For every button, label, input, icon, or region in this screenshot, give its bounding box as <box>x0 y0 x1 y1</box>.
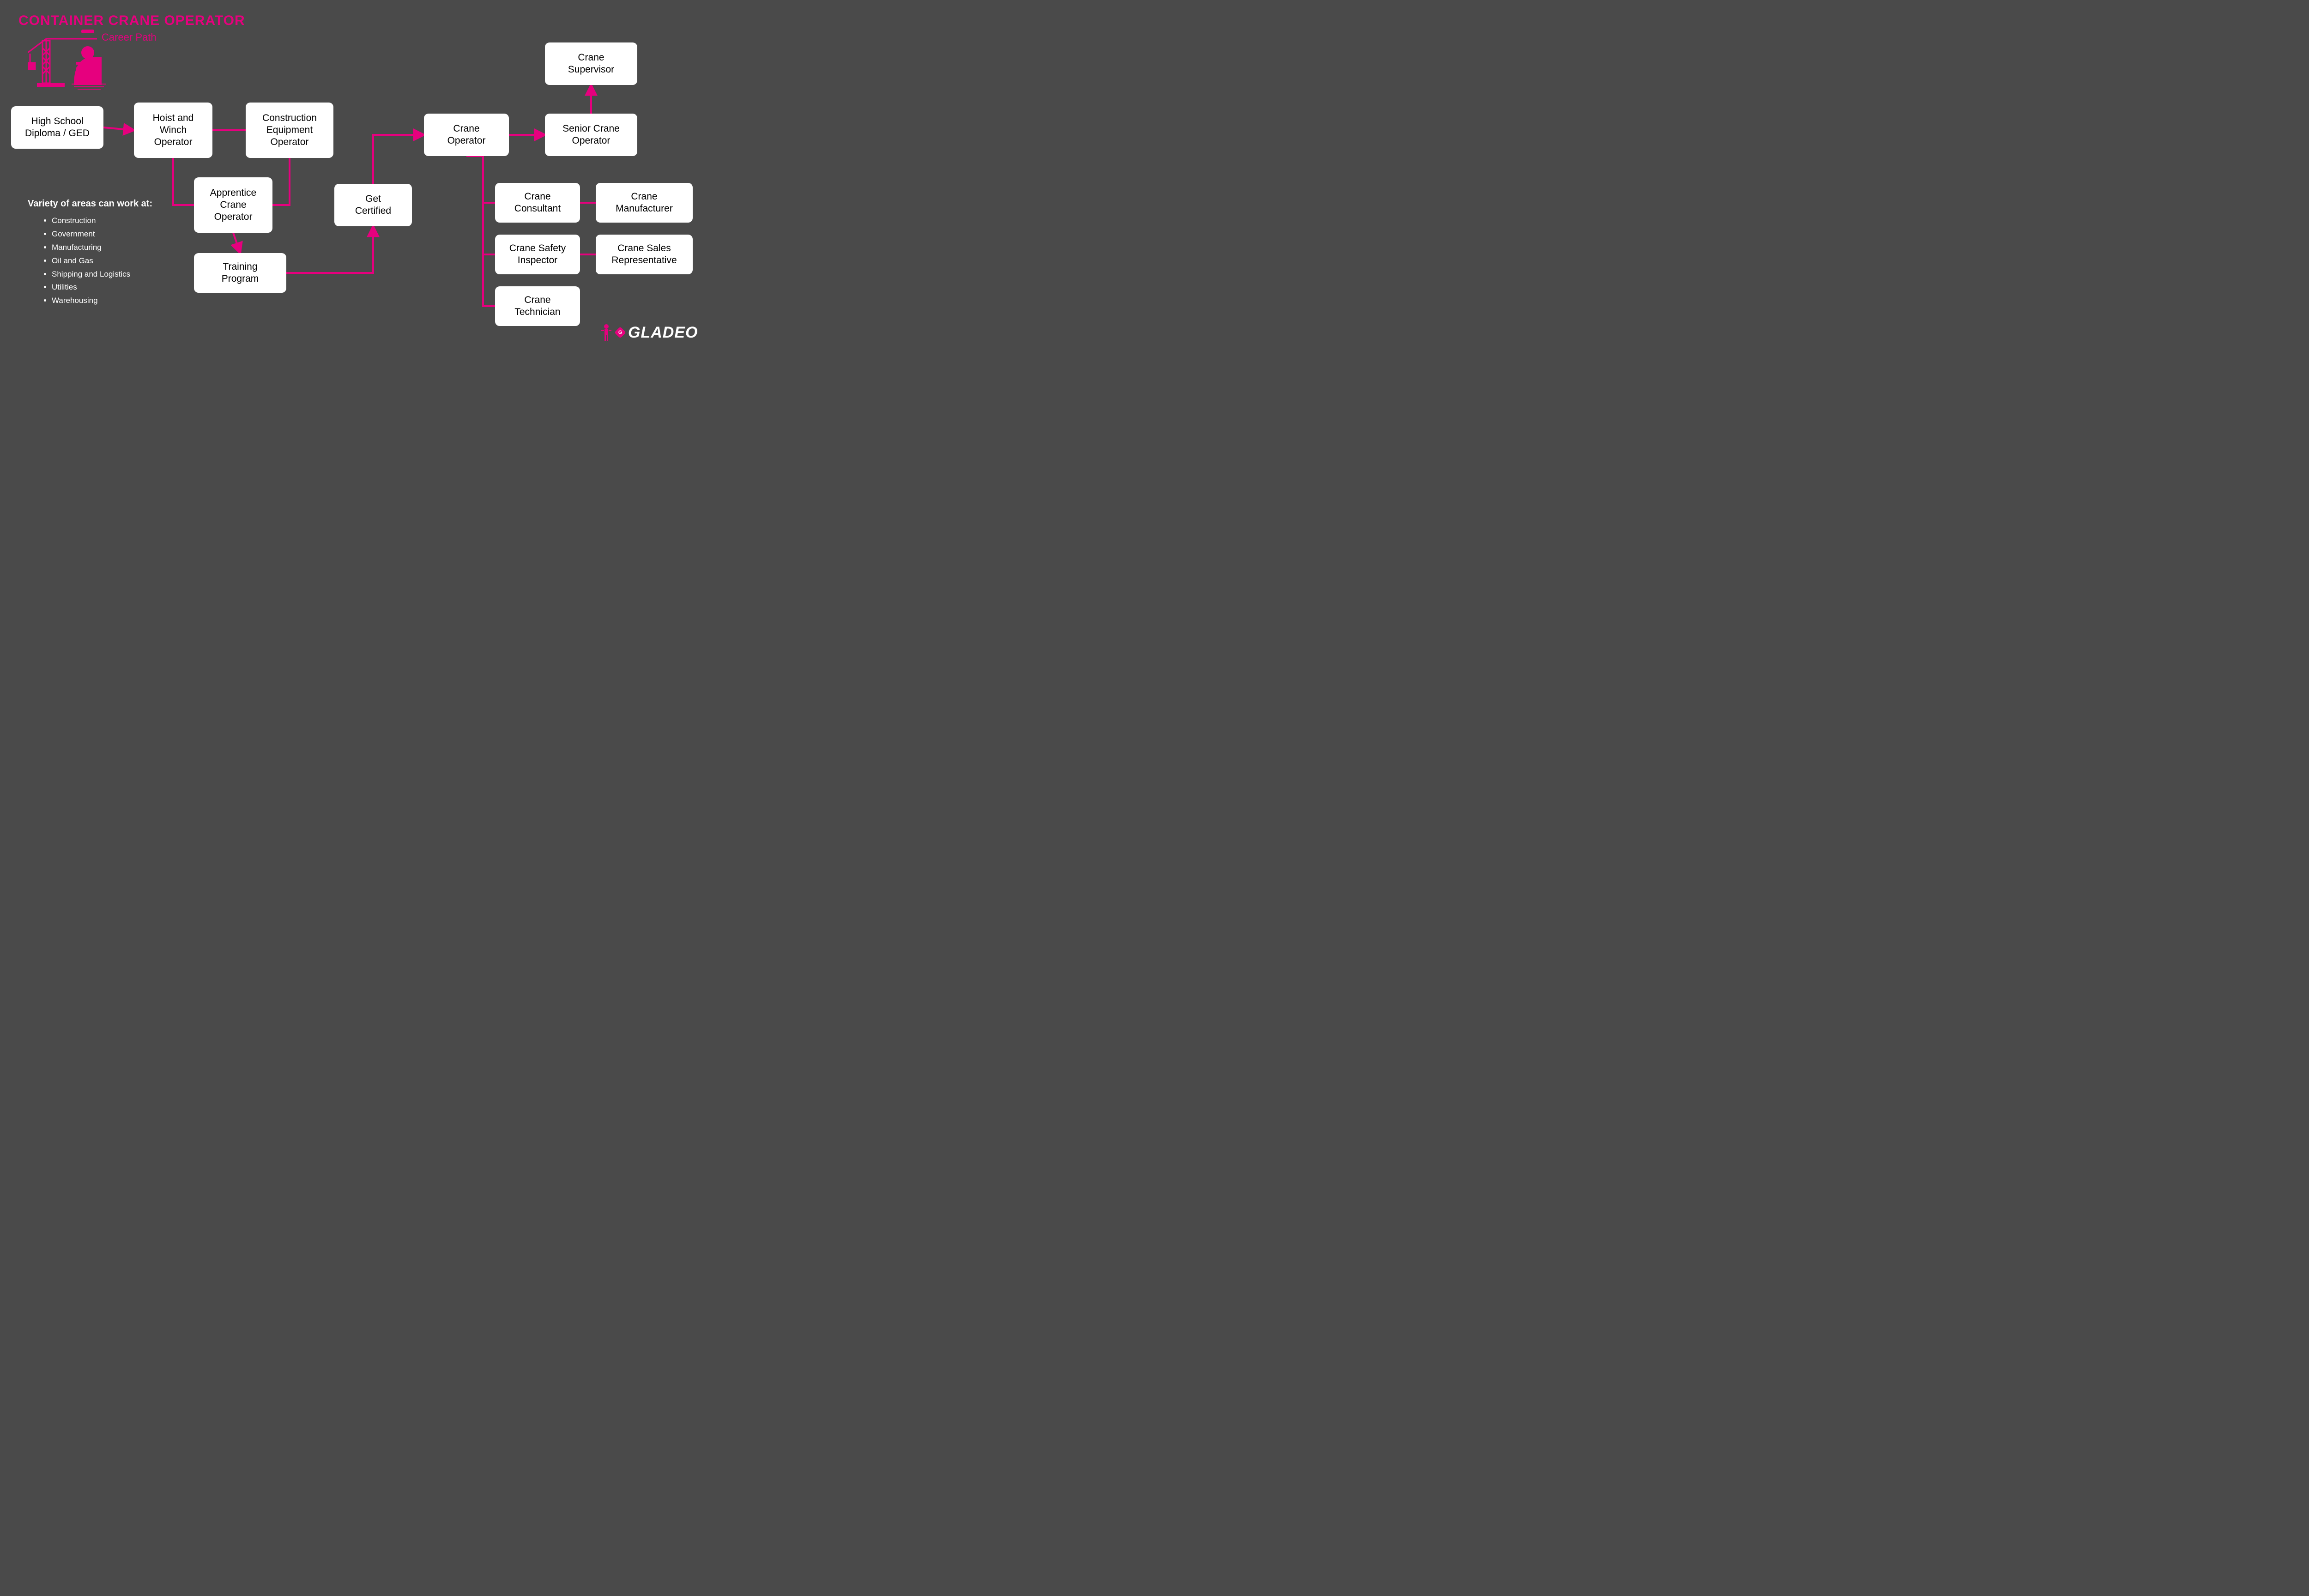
areas-list-item: Shipping and Logistics <box>52 268 130 281</box>
node-senior: Senior CraneOperator <box>545 114 637 156</box>
node-training: TrainingProgram <box>194 253 286 293</box>
areas-list-item: Utilities <box>52 281 130 294</box>
areas-list-item: Warehousing <box>52 294 130 308</box>
areas-list-item: Government <box>52 228 130 241</box>
node-maker: CraneManufacturer <box>596 183 693 223</box>
node-supervisor: CraneSupervisor <box>545 42 637 85</box>
node-hoist: Hoist andWinchOperator <box>134 103 212 158</box>
node-apprentice: ApprenticeCraneOperator <box>194 177 272 233</box>
node-crane_op: CraneOperator <box>424 114 509 156</box>
node-hs: High SchoolDiploma / GED <box>11 106 103 149</box>
areas-list-item: Oil and Gas <box>52 254 130 268</box>
areas-list: ConstructionGovernmentManufacturingOil a… <box>42 214 130 308</box>
areas-list-item: Construction <box>52 214 130 228</box>
node-inspector: Crane SafetyInspector <box>495 235 580 274</box>
node-cert: GetCertified <box>334 184 412 226</box>
areas-list-item: Manufacturing <box>52 241 130 254</box>
node-consult: CraneConsultant <box>495 183 580 223</box>
logo-badge: G <box>614 326 626 338</box>
areas-heading: Variety of areas can work at: <box>28 199 152 209</box>
crane-icon <box>28 30 106 92</box>
gladeo-logo: G GLADEO <box>600 323 698 342</box>
page-title: CONTAINER CRANE OPERATOR <box>18 13 245 29</box>
node-constr: ConstructionEquipmentOperator <box>246 103 333 158</box>
logo-text: GLADEO <box>628 324 698 342</box>
node-sales: Crane SalesRepresentative <box>596 235 693 274</box>
page-subtitle: Career Path <box>102 31 157 43</box>
node-tech: CraneTechnician <box>495 286 580 326</box>
